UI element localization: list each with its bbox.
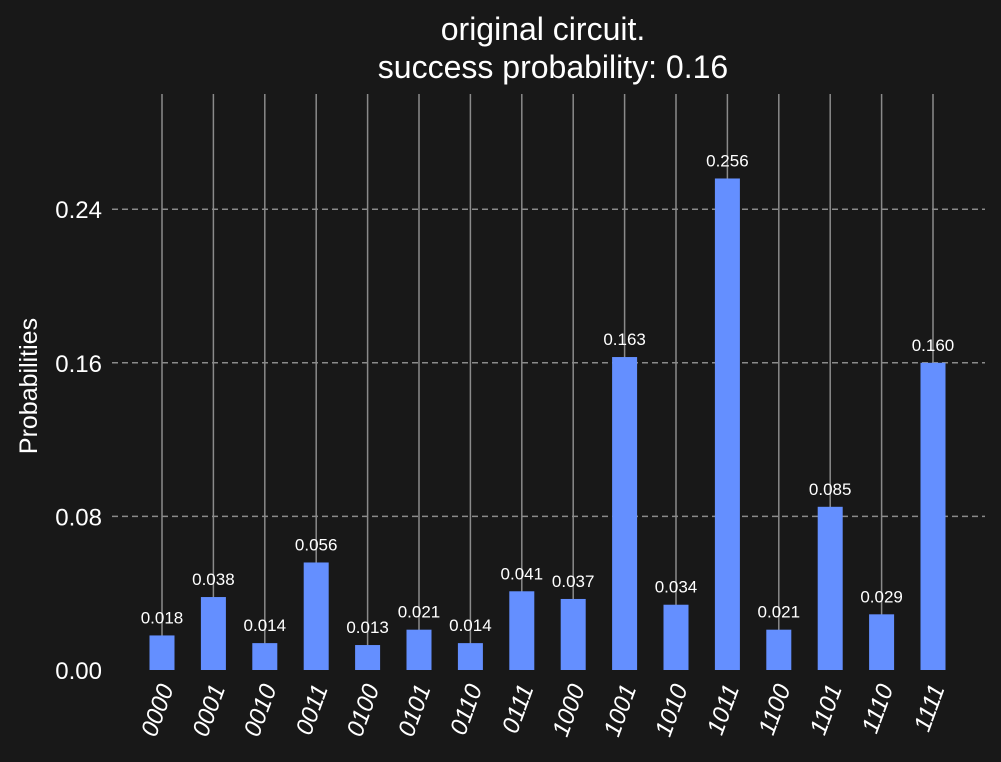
bar [612, 357, 638, 670]
value-labels: 0.018 0.038 0.014 0.056 0.013 0.021 0.014 0.041… [141, 151, 955, 637]
bar-value-label: 0.014 [244, 616, 287, 635]
bar [406, 629, 432, 670]
y-tick-label: 0.24 [55, 197, 102, 224]
bar-value-label: 0.037 [552, 572, 595, 591]
bar [714, 178, 740, 671]
bar [252, 643, 278, 670]
bar-value-label: 0.014 [449, 616, 492, 635]
bar [766, 629, 792, 670]
bar [817, 506, 843, 670]
bar-value-label: 0.029 [860, 587, 903, 606]
bar-value-label: 0.085 [809, 480, 852, 499]
bar-value-label: 0.163 [603, 330, 646, 349]
bar-value-label: 0.018 [141, 608, 184, 627]
bar-value-label: 0.034 [655, 578, 698, 597]
y-tick-label: 0.16 [55, 351, 102, 378]
bar [869, 614, 895, 670]
bar [149, 635, 175, 670]
bar [560, 598, 586, 670]
bar-value-label: 0.038 [192, 570, 235, 589]
bar-value-label: 0.041 [501, 564, 544, 583]
bars [149, 178, 946, 671]
bar-value-label: 0.256 [706, 151, 749, 170]
y-axis-label: Probabilities [15, 318, 43, 454]
bar-value-label: 0.056 [295, 535, 338, 554]
bar [509, 591, 535, 670]
bar [303, 562, 329, 670]
bar-value-label: 0.160 [912, 336, 955, 355]
bar [920, 362, 946, 670]
bar [663, 604, 689, 670]
bar-value-label: 0.021 [758, 603, 801, 622]
chart-title-line-1: original circuit. [441, 11, 646, 47]
y-tick-label: 0.08 [55, 504, 102, 531]
bar-value-label: 0.013 [346, 618, 389, 637]
y-tick-labels: 0.00 0.08 0.16 0.24 [55, 197, 102, 685]
bar [200, 597, 226, 670]
chart-title-line-2: success probability: 0.16 [378, 49, 728, 85]
y-tick-label: 0.00 [55, 658, 102, 685]
bar [355, 645, 381, 670]
bar [457, 643, 483, 670]
bar-value-label: 0.021 [398, 603, 441, 622]
